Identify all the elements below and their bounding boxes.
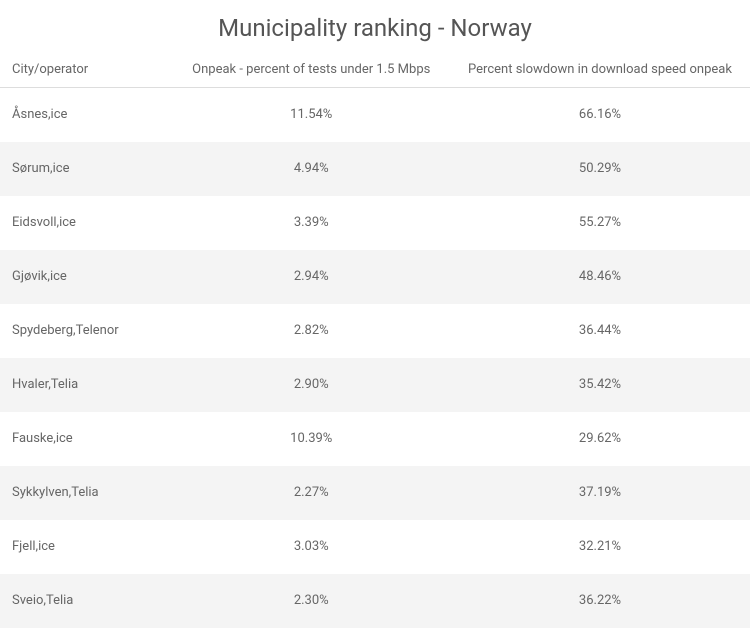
cell-onpeak: 11.54%	[173, 88, 451, 142]
cell-slowdown: 48.46%	[450, 250, 750, 304]
cell-city: Spydeberg,Telenor	[0, 304, 173, 358]
cell-slowdown: 29.62%	[450, 412, 750, 466]
cell-onpeak: 2.30%	[173, 574, 451, 628]
cell-city: Eidsvoll,ice	[0, 196, 173, 250]
page-title: Municipality ranking - Norway	[0, 0, 750, 54]
cell-onpeak: 4.94%	[173, 142, 451, 196]
cell-slowdown: 32.21%	[450, 520, 750, 574]
table-header-row: City/operator Onpeak - percent of tests …	[0, 54, 750, 88]
cell-slowdown: 36.22%	[450, 574, 750, 628]
cell-onpeak: 3.39%	[173, 196, 451, 250]
cell-slowdown: 66.16%	[450, 88, 750, 142]
col-header-slowdown: Percent slowdown in download speed onpea…	[450, 54, 750, 88]
cell-onpeak: 3.03%	[173, 520, 451, 574]
cell-city: Sørum,ice	[0, 142, 173, 196]
cell-onpeak: 2.90%	[173, 358, 451, 412]
cell-city: Gjøvik,ice	[0, 250, 173, 304]
ranking-table: City/operator Onpeak - percent of tests …	[0, 54, 750, 628]
table-row: Åsnes,ice11.54%66.16%	[0, 88, 750, 142]
cell-onpeak: 10.39%	[173, 412, 451, 466]
table-row: Sveio,Telia2.30%36.22%	[0, 574, 750, 628]
col-header-city: City/operator	[0, 54, 173, 88]
cell-city: Sykkylven,Telia	[0, 466, 173, 520]
table-row: Fjell,ice3.03%32.21%	[0, 520, 750, 574]
table-row: Gjøvik,ice2.94%48.46%	[0, 250, 750, 304]
table-row: Fauske,ice10.39%29.62%	[0, 412, 750, 466]
cell-slowdown: 36.44%	[450, 304, 750, 358]
cell-slowdown: 37.19%	[450, 466, 750, 520]
col-header-onpeak: Onpeak - percent of tests under 1.5 Mbps	[173, 54, 451, 88]
cell-slowdown: 35.42%	[450, 358, 750, 412]
cell-slowdown: 50.29%	[450, 142, 750, 196]
cell-onpeak: 2.94%	[173, 250, 451, 304]
table-row: Eidsvoll,ice3.39%55.27%	[0, 196, 750, 250]
table-row: Spydeberg,Telenor2.82%36.44%	[0, 304, 750, 358]
cell-city: Fauske,ice	[0, 412, 173, 466]
cell-onpeak: 2.82%	[173, 304, 451, 358]
cell-slowdown: 55.27%	[450, 196, 750, 250]
table-row: Sørum,ice4.94%50.29%	[0, 142, 750, 196]
cell-city: Hvaler,Telia	[0, 358, 173, 412]
table-row: Sykkylven,Telia2.27%37.19%	[0, 466, 750, 520]
cell-onpeak: 2.27%	[173, 466, 451, 520]
table-row: Hvaler,Telia2.90%35.42%	[0, 358, 750, 412]
cell-city: Åsnes,ice	[0, 88, 173, 142]
cell-city: Sveio,Telia	[0, 574, 173, 628]
cell-city: Fjell,ice	[0, 520, 173, 574]
